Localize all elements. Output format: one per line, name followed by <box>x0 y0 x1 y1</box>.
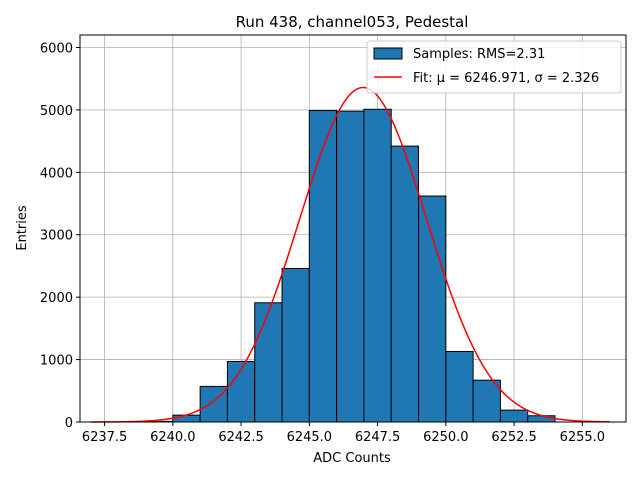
x-axis-ticks: 6237.5 6240.0 6242.5 6245.0 6247.5 6250.0 6252… <box>82 422 605 445</box>
y-tick-label: 6000 <box>40 41 73 56</box>
histogram-bar <box>254 302 283 423</box>
plot-frame <box>79 34 627 423</box>
y-tick-label: 4000 <box>40 166 73 181</box>
x-tick-label: 6240.0 <box>150 430 196 445</box>
x-tick-label: 6252.5 <box>491 430 537 445</box>
histogram-bar <box>281 267 310 423</box>
histogram-bar <box>527 415 556 423</box>
chart-title: Run 438, channel053, Pedestal <box>236 13 469 31</box>
histogram-bar <box>336 110 365 423</box>
legend-fit-label: Fit: μ = 6246.971, σ = 2.326 <box>413 71 599 86</box>
x-tick-label: 6247.5 <box>355 430 401 445</box>
y-tick-label: 1000 <box>40 354 73 369</box>
histogram-bar <box>472 379 501 423</box>
histogram-bar <box>172 414 201 423</box>
histogram-bar <box>363 108 392 423</box>
y-axis-label: Entries <box>15 205 30 251</box>
y-tick-label: 0 <box>65 416 73 431</box>
x-axis-label: ADC Counts <box>313 451 391 466</box>
histogram-bar <box>390 145 420 423</box>
histogram-bar <box>226 360 256 423</box>
x-tick-label: 6242.5 <box>218 430 264 445</box>
legend: Samples: RMS=2.31 Fit: μ = 6246.971, σ =… <box>366 40 622 94</box>
y-tick-label: 2000 <box>40 291 73 306</box>
histogram-bar <box>418 195 447 423</box>
histogram-bar <box>445 350 474 423</box>
y-tick-label: 5000 <box>40 104 73 119</box>
x-tick-label: 6255.0 <box>560 430 606 445</box>
histogram-bars <box>145 108 556 423</box>
legend-histogram-swatch <box>373 47 403 60</box>
legend-histogram-label: Samples: RMS=2.31 <box>413 47 545 62</box>
y-axis-ticks: 0 1000 2000 3000 4000 5000 6000 <box>40 41 80 431</box>
x-tick-label: 6250.0 <box>423 430 469 445</box>
legend-box <box>366 40 622 94</box>
histogram-bar <box>308 110 338 423</box>
x-tick-label: 6245.0 <box>287 430 333 445</box>
x-tick-label: 6237.5 <box>82 430 128 445</box>
fit-curve <box>90 86 610 423</box>
y-tick-label: 3000 <box>40 229 73 244</box>
histogram-bar <box>499 409 529 423</box>
